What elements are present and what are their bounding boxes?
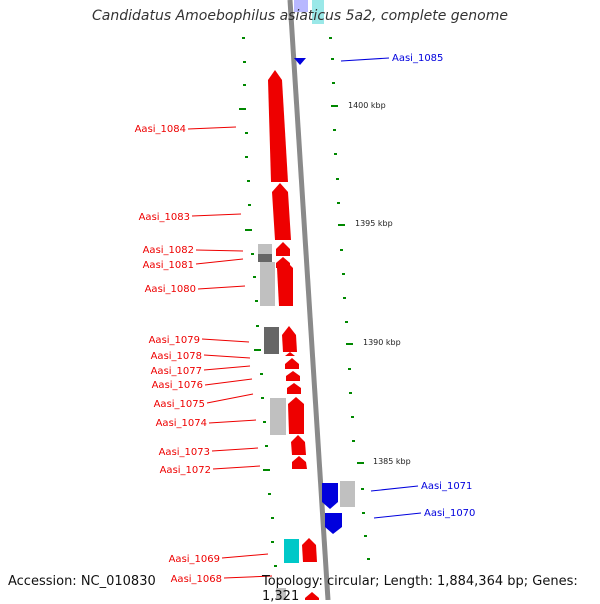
gene-aasi-1074-arrow: [288, 397, 304, 434]
gene-aasi-1069: [284, 539, 299, 563]
label-aasi-1073: Aasi_1073: [159, 447, 210, 458]
label-aasi-1079: Aasi_1079: [149, 335, 200, 346]
rna-gene-partial: [312, 0, 324, 24]
gene-aasi-1082: [258, 244, 272, 254]
plus-gene-leaders: [340, 57, 422, 519]
label-aasi-1070: Aasi_1070: [424, 508, 475, 519]
gene-aasi-1068-arrow: [305, 592, 319, 600]
gene-aasi-1077-arrow: [285, 358, 299, 369]
genome-backbone: [287, 0, 331, 600]
gene-aasi-1080-arrow: [277, 260, 293, 306]
gene-aasi-1084: [268, 70, 288, 182]
gene-aasi-1078-arrow: [285, 352, 295, 356]
scale-label-1400: 1400 kbp: [348, 101, 386, 110]
gene-aasi-1075-arrow: [287, 383, 301, 394]
label-aasi-1069: Aasi_1069: [169, 554, 220, 565]
label-aasi-1085: Aasi_1085: [392, 53, 443, 64]
minus-gene-leaders: [187, 126, 273, 579]
label-aasi-1081: Aasi_1081: [143, 260, 194, 271]
label-aasi-1072: Aasi_1072: [160, 465, 211, 476]
gene-aasi-1071-neighbour: [340, 481, 355, 507]
gene-marker-aasi-1085: [294, 58, 306, 65]
label-aasi-1077: Aasi_1077: [151, 366, 202, 377]
label-aasi-1082: Aasi_1082: [143, 245, 194, 256]
gene-aasi-1072-arrow: [292, 456, 307, 469]
gene-aasi-1069-arrow: [302, 538, 317, 562]
tick-marks: [239, 37, 370, 567]
label-aasi-1074: Aasi_1074: [156, 418, 207, 429]
scale-label-1390: 1390 kbp: [363, 338, 401, 347]
gene-aasi-1081: [258, 254, 272, 262]
label-aasi-1076: Aasi_1076: [152, 380, 203, 391]
gene-aasi-1076-arrow: [286, 371, 300, 381]
scale-labels: 1400 kbp 1395 kbp 1390 kbp 1385 kbp: [348, 101, 411, 466]
label-aasi-1068: Aasi_1068: [171, 574, 222, 585]
gene-aasi-1082-arrow: [276, 242, 290, 256]
label-aasi-1083: Aasi_1083: [139, 212, 190, 223]
minus-strand-genes: [268, 70, 319, 600]
label-aasi-1075: Aasi_1075: [154, 399, 205, 410]
gene-aasi-1071: [322, 483, 338, 509]
label-aasi-1084: Aasi_1084: [135, 124, 186, 135]
minus-gene-labels: Aasi_1084 Aasi_1083 Aasi_1082 Aasi_1081 …: [135, 124, 222, 585]
gene-aasi-1073-arrow: [291, 435, 306, 455]
label-aasi-1071: Aasi_1071: [421, 481, 472, 492]
label-aasi-1078: Aasi_1078: [151, 351, 202, 362]
scale-label-1385: 1385 kbp: [373, 457, 411, 466]
accession-label: Accession: NC_010830: [8, 574, 156, 589]
gene-aasi-1080: [260, 262, 275, 306]
gene-aasi-1070: [325, 513, 342, 534]
plus-gene-labels: Aasi_1085 Aasi_1071 Aasi_1070: [392, 53, 475, 519]
gene-aasi-1083: [272, 183, 291, 240]
scale-label-1395: 1395 kbp: [355, 219, 393, 228]
gene-aasi-1074: [270, 398, 286, 435]
gene-aasi-1079-arrow: [282, 326, 297, 352]
label-aasi-1080: Aasi_1080: [145, 284, 196, 295]
plus-gene-partial: [294, 0, 308, 12]
map-title: Candidatus Amoebophilus asiaticus 5a2, c…: [92, 8, 508, 24]
gene-partial-bottom: [276, 588, 286, 600]
gene-aasi-1079: [264, 327, 279, 354]
